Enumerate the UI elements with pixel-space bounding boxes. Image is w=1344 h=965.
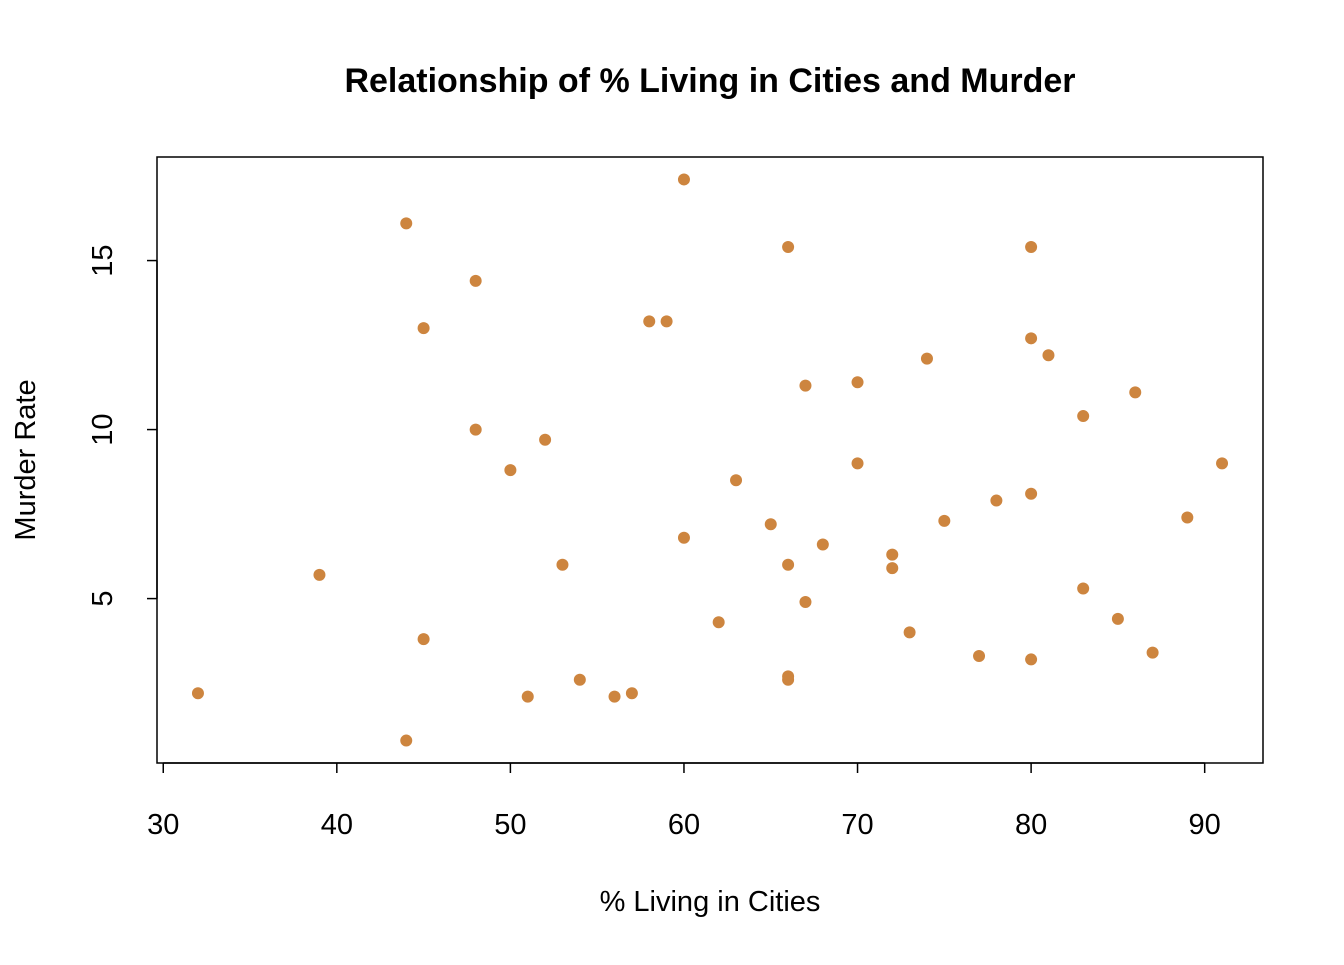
data-point: [973, 650, 986, 663]
data-point: [625, 687, 638, 700]
data-point: [799, 379, 812, 392]
data-point: [608, 690, 621, 703]
data-point: [469, 423, 482, 436]
chart-title: Relationship of % Living in Cities and M…: [344, 62, 1075, 100]
data-point: [1025, 241, 1038, 254]
data-point: [660, 315, 673, 328]
y-tick-label: 10: [87, 413, 119, 445]
data-point: [886, 562, 899, 575]
data-point: [400, 217, 413, 230]
data-point: [886, 548, 899, 561]
data-point: [816, 538, 829, 551]
data-point: [469, 274, 482, 287]
data-point: [677, 173, 690, 186]
data-point: [1077, 582, 1090, 595]
data-point: [1077, 410, 1090, 423]
data-point: [764, 518, 777, 531]
y-tick-label: 15: [87, 244, 119, 276]
x-tick-label: 70: [841, 809, 873, 841]
data-point: [539, 433, 552, 446]
data-point: [400, 734, 413, 747]
data-point: [1111, 612, 1124, 625]
data-points: [191, 173, 1229, 747]
data-point: [938, 514, 951, 527]
y-tick-label: 5: [87, 591, 119, 607]
x-tick-label: 50: [494, 809, 526, 841]
data-point: [1042, 349, 1055, 362]
data-point: [1025, 332, 1038, 345]
data-point: [1181, 511, 1194, 524]
data-point: [1216, 457, 1229, 470]
data-point: [730, 474, 743, 487]
data-point: [1129, 386, 1142, 399]
data-point: [191, 687, 204, 700]
data-point: [417, 633, 430, 646]
data-point: [990, 494, 1003, 507]
data-point: [643, 315, 656, 328]
data-point: [677, 531, 690, 544]
plot-frame: [156, 156, 1264, 764]
data-point: [313, 568, 326, 581]
x-axis-label: % Living in Cities: [600, 886, 821, 918]
data-point: [712, 616, 725, 629]
x-tick-label: 80: [1015, 809, 1047, 841]
x-tick-label: 30: [147, 809, 179, 841]
x-tick-label: 60: [668, 809, 700, 841]
data-point: [504, 464, 517, 477]
data-point: [556, 558, 569, 571]
data-point: [417, 322, 430, 335]
x-axis: 30 40 50 60 70 80 90: [147, 762, 1221, 841]
data-point: [851, 376, 864, 389]
data-point: [799, 595, 812, 608]
data-point: [573, 673, 586, 686]
data-point: [903, 626, 916, 639]
data-point: [1146, 646, 1159, 659]
y-axis: 5 10 15: [87, 244, 158, 607]
data-point: [521, 690, 534, 703]
data-point: [782, 558, 795, 571]
data-point: [851, 457, 864, 470]
data-point: [782, 673, 795, 686]
data-point: [920, 352, 933, 365]
y-axis-label: Murder Rate: [10, 379, 42, 540]
data-point: [782, 241, 795, 254]
data-point: [1025, 487, 1038, 500]
data-point: [1025, 653, 1038, 666]
x-tick-label: 40: [321, 809, 353, 841]
x-tick-label: 90: [1189, 809, 1221, 841]
